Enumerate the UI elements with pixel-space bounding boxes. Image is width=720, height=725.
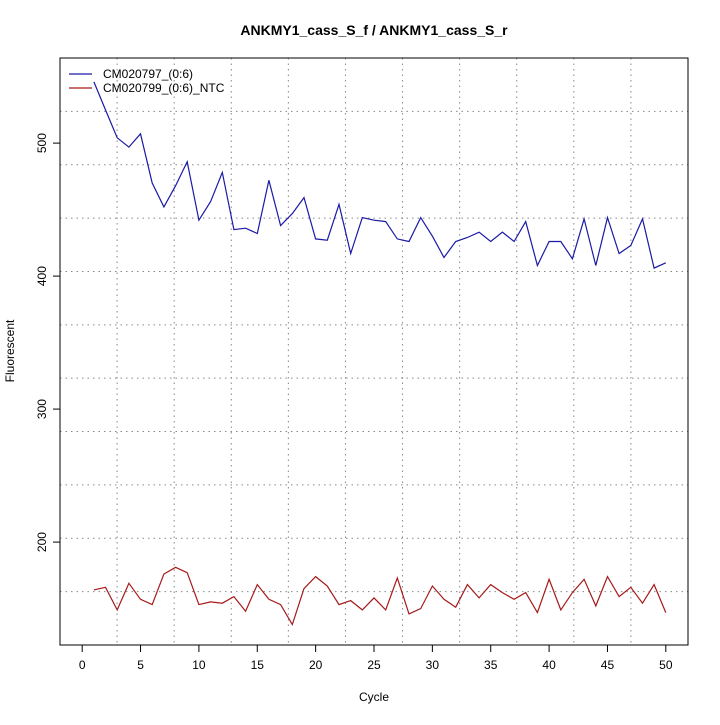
y-tick-label: 300 (35, 399, 49, 419)
x-tick-label: 40 (542, 658, 556, 672)
x-tick-label: 30 (426, 658, 440, 672)
y-axis: 200 300 400 500 (35, 133, 60, 552)
grid (60, 58, 688, 645)
y-tick-label: 500 (35, 133, 49, 153)
y-axis-label: Fluorescent (3, 319, 17, 382)
x-tick-label: 20 (309, 658, 323, 672)
x-tick-label: 5 (137, 658, 144, 672)
series-lines (94, 82, 666, 625)
legend-label-series-1: CM020797_(0:6) (103, 67, 193, 81)
plot-frame (60, 58, 688, 645)
legend: CM020797_(0:6) CM020799_(0:6)_NTC (69, 67, 225, 95)
legend-label-series-2: CM020799_(0:6)_NTC (103, 81, 225, 95)
series-line-1 (94, 82, 666, 268)
x-tick-label: 35 (484, 658, 498, 672)
x-tick-label: 0 (79, 658, 86, 672)
y-tick-label: 200 (35, 532, 49, 552)
series-line-2 (94, 567, 666, 624)
x-axis-label: Cycle (359, 690, 389, 704)
x-tick-label: 25 (367, 658, 381, 672)
x-tick-label: 45 (601, 658, 615, 672)
x-tick-label: 10 (192, 658, 206, 672)
x-axis: 0 5 10 15 20 25 30 35 40 45 50 (79, 645, 673, 672)
x-tick-label: 15 (251, 658, 265, 672)
y-tick-label: 400 (35, 266, 49, 286)
chart-title: ANKMY1_cass_S_f / ANKMY1_cass_S_r (240, 22, 508, 38)
x-tick-label: 50 (659, 658, 673, 672)
